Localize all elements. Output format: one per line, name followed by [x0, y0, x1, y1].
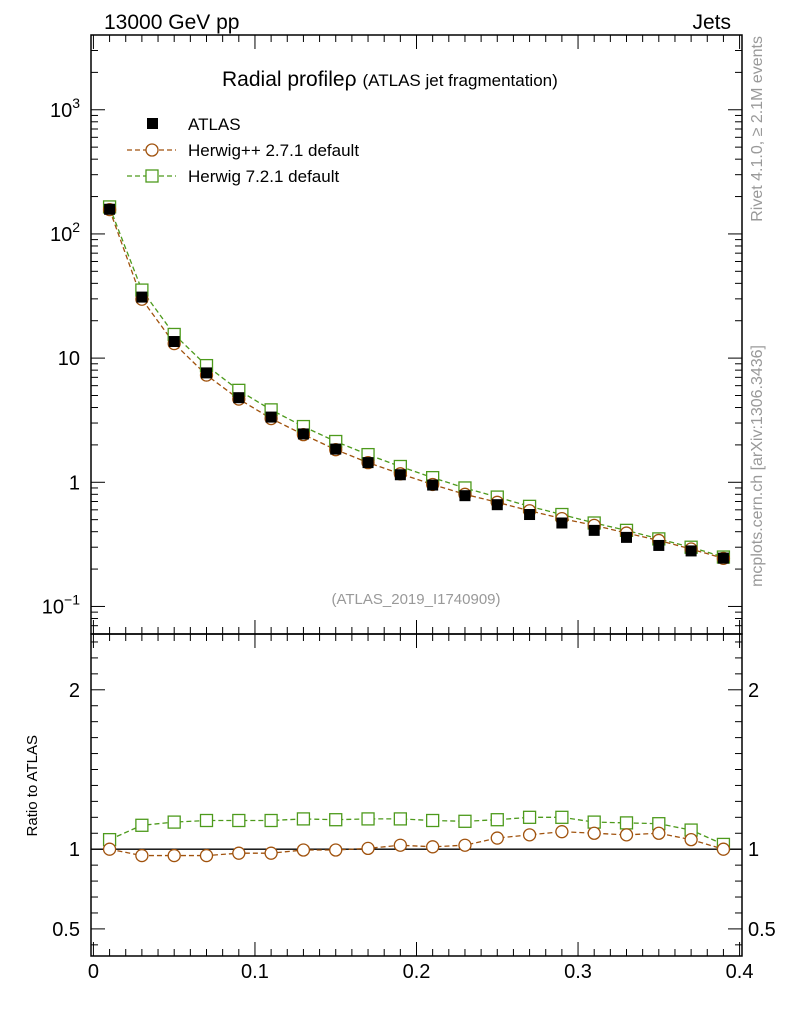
main-y-tick-label: 10: [58, 348, 80, 370]
x-tick-label: 0: [88, 961, 99, 983]
ratio-series-0-point: [199, 848, 214, 863]
ratio-series-1-point: [522, 810, 537, 824]
main-series-0-point: [717, 552, 729, 564]
main-series-1-line: [108, 209, 724, 559]
legend-herwig7-label: Herwig 7.2.1 default: [188, 167, 339, 186]
main-series-0-point: [136, 291, 148, 303]
x-tick-label: 0.3: [564, 961, 592, 983]
plot-title: Radial profileρ (ATLAS jet fragmentation): [222, 68, 558, 91]
main-y-tick-label: 102: [50, 219, 80, 246]
legend-herwigpp-label: Herwig++ 2.7.1 default: [188, 141, 359, 160]
legend-atlas-marker: [147, 118, 158, 129]
mcplots-label: mcplots.cern.ch [arXiv:1306.3436]: [749, 345, 766, 587]
main-axis-ticks: [91, 34, 742, 635]
ratio-series-0-point: [232, 846, 246, 860]
main-series-0-point: [524, 509, 536, 521]
ratio-series-0-point: [296, 843, 311, 857]
legend-herwig7-marker: [145, 169, 159, 183]
ratio-y-tick-labels: 0.5 0.5 1 1 2 2: [52, 680, 776, 941]
ratio-series-1-point: [458, 814, 472, 828]
main-series-0-point: [168, 336, 180, 348]
ratio-series-1-point: [393, 812, 407, 826]
ratio-series-0-point: [716, 842, 731, 856]
ratio-series-0-point: [426, 840, 440, 854]
legend-herwigpp-marker: [145, 143, 159, 157]
ratio-series-0-point: [684, 832, 698, 847]
main-series-0-point: [653, 539, 665, 551]
ratio-panel-frame: [90, 633, 743, 957]
ratio-series-0-point: [522, 828, 537, 842]
legend: ATLAS Herwig++ 2.7.1 default Herwig 7.2.…: [127, 115, 359, 186]
main-series-0-point: [556, 517, 568, 529]
ratio-y-tick-label-left: 2: [69, 680, 80, 702]
main-y-tick-labels: 10−1 1 10 102 103: [42, 95, 80, 619]
header-process: 13000 GeV pp: [104, 11, 239, 34]
ratio-series-1-point: [329, 813, 343, 827]
main-series-2-line: [108, 206, 724, 558]
ratio-series-layer: [102, 810, 731, 863]
main-series-0-point: [362, 457, 374, 469]
main-series-0-point: [297, 428, 309, 440]
ratio-series-0-point: [587, 826, 601, 840]
analysis-id-watermark: (ATLAS_2019_I1740909): [331, 591, 500, 608]
ratio-series-1-point: [167, 815, 181, 829]
main-series-0-point: [394, 469, 406, 481]
ratio-series-1-point: [199, 813, 214, 828]
main-series-0-point: [685, 545, 697, 557]
main-series-0-point: [104, 203, 116, 215]
ratio-series-1-point: [555, 810, 569, 824]
ratio-series-1-point: [361, 812, 375, 826]
main-y-tick-label: 10−1: [42, 591, 80, 618]
ratio-y-axis-label: Ratio to ATLAS: [24, 735, 41, 836]
rivet-version-label: Rivet 4.1.0, ≥ 2.1M events: [749, 36, 766, 222]
ratio-series-0-point: [555, 825, 569, 839]
ratio-series-0-point: [619, 828, 634, 842]
ratio-series-1-point: [619, 816, 634, 830]
ratio-series-1-point: [232, 813, 246, 828]
ratio-series-0-point: [361, 841, 375, 856]
ratio-y-tick-label-left: 0.5: [52, 919, 80, 941]
x-tick-label: 0.2: [403, 961, 431, 983]
ratio-series-1-point: [296, 812, 311, 826]
main-series-0-point: [427, 479, 439, 491]
ratio-series-1-point: [264, 813, 278, 828]
ratio-series-1-point: [135, 818, 149, 832]
main-series-layer: [102, 200, 731, 565]
header-observable: Jets: [692, 11, 731, 34]
x-tick-labels: 0 0.1 0.2 0.3 0.4: [88, 961, 754, 983]
x-tick-label: 0.4: [726, 961, 754, 983]
ratio-series-1-point: [587, 815, 601, 829]
main-series-0-point: [491, 499, 503, 511]
main-y-tick-label: 1: [69, 472, 80, 494]
legend-atlas-label: ATLAS: [188, 115, 241, 134]
ratio-axis-ticks: [91, 634, 742, 956]
ratio-series-0-point: [458, 838, 472, 852]
ratio-y-tick-label-right: 1: [748, 839, 759, 861]
main-series-0-point: [459, 490, 471, 502]
ratio-series-0-point: [329, 843, 343, 857]
x-tick-label: 0.1: [241, 961, 269, 983]
ratio-series-1-point: [490, 813, 504, 827]
main-series-0-point: [265, 411, 277, 423]
ratio-series-0-point: [393, 838, 407, 852]
ratio-series-0-point: [652, 826, 666, 840]
ratio-y-tick-label-right: 0.5: [748, 919, 776, 941]
main-series-0-point: [330, 443, 342, 455]
main-y-tick-label: 103: [50, 95, 80, 122]
ratio-series-1-point: [426, 813, 440, 828]
ratio-series-0-point: [135, 848, 149, 863]
ratio-y-tick-label-right: 2: [748, 680, 759, 702]
ratio-series-0-point: [490, 831, 504, 845]
ratio-series-0-point: [167, 848, 181, 863]
ratio-series-0-point: [264, 846, 278, 860]
main-series-0-point: [233, 392, 245, 404]
main-series-0-point: [201, 367, 212, 379]
main-series-0-point: [588, 524, 600, 536]
main-series-0-point: [621, 531, 632, 543]
ratio-y-tick-label-left: 1: [69, 839, 80, 861]
ratio-series-0-point: [102, 842, 117, 856]
